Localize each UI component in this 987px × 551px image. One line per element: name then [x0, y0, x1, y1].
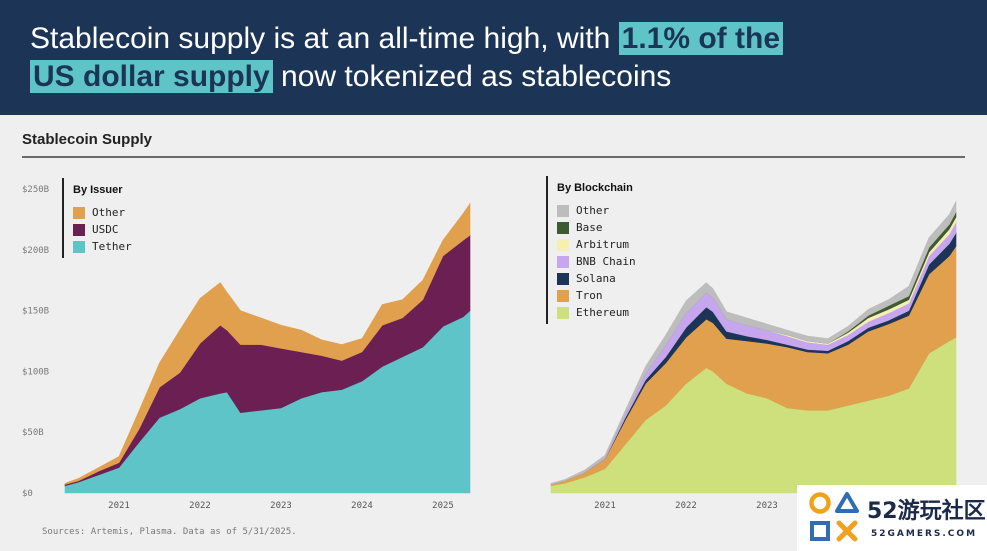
y-tick-label: $250B — [22, 185, 49, 195]
legend-item-solana: Solana — [557, 270, 636, 287]
legend-swatch — [557, 255, 569, 268]
x-tick-label: 2021 — [594, 501, 616, 511]
legend-title: By Issuer — [73, 184, 123, 196]
legend-swatch — [557, 221, 569, 234]
legend-items: Other USDC Tether — [73, 204, 132, 255]
legend-item-arbitrum: Arbitrum — [557, 236, 636, 253]
x-tick-label: 2023 — [270, 501, 292, 511]
legend-item-other: Other — [557, 202, 636, 219]
legend-label: Tether — [92, 240, 132, 253]
legend-item-ethereum: Ethereum — [557, 304, 636, 321]
y-tick-label: $200B — [22, 246, 49, 256]
legend-label: Arbitrum — [576, 238, 629, 251]
legend-swatch — [73, 223, 85, 236]
legend-swatch — [557, 289, 569, 302]
legend-label: Base — [576, 221, 603, 234]
legend-label: Tron — [576, 289, 603, 302]
x-tick-label: 2021 — [108, 501, 130, 511]
headline-line-1: Stablecoin supply is at an all-time high… — [30, 20, 784, 58]
y-tick-label: $0 — [22, 489, 33, 499]
legend-by-blockchain: By Blockchain Other Base Arbitrum BNB Chain… — [546, 176, 636, 324]
x-tick-label: 2023 — [756, 501, 778, 511]
legend-item-usdc: USDC — [73, 221, 132, 238]
legend-label: USDC — [92, 223, 119, 236]
legend-label: Solana — [576, 272, 616, 285]
legend-item-tether: Tether — [73, 238, 132, 255]
y-tick-label: $150B — [22, 307, 49, 317]
headline-text: Stablecoin supply is at an all-time high… — [30, 22, 619, 55]
header-banner: Stablecoin supply is at an all-time high… — [0, 0, 987, 115]
legend-swatch — [73, 240, 85, 253]
area-other — [550, 201, 957, 485]
x-tick-label: 2024 — [351, 501, 373, 511]
watermark-brand: 52游玩社区 — [867, 499, 986, 524]
y-tick-label: $50B — [22, 428, 44, 438]
area-other — [64, 202, 471, 485]
section-divider — [22, 156, 965, 158]
legend-label: Other — [92, 206, 126, 219]
legend-item-base: Base — [557, 219, 636, 236]
x-tick-label: 2025 — [432, 501, 454, 511]
legend-swatch — [73, 206, 85, 219]
legend-swatch — [557, 238, 569, 251]
legend-item-other: Other — [73, 204, 132, 221]
legend-items: Other Base Arbitrum BNB Chain Solana Tron Ethe… — [557, 202, 636, 321]
watermark-logo: 52游玩社区 52GAMERS.COM — [797, 485, 987, 551]
headline-text: now tokenized as stablecoins — [272, 60, 672, 93]
x-tick-label: 2022 — [189, 501, 211, 511]
legend-item-bnb-chain: BNB Chain — [557, 253, 636, 270]
x-tick-label: 2022 — [675, 501, 697, 511]
legend-swatch — [557, 204, 569, 217]
chart-by-issuer: $0 $50B $100B $150B $200B $250B 2021 2022 2023 20… — [22, 185, 471, 511]
sources-note: Sources: Artemis, Plasma. Data as of 5/3… — [42, 527, 297, 537]
legend-by-issuer: By Issuer Other USDC Tether — [62, 178, 132, 258]
legend-label: Ethereum — [576, 306, 629, 319]
headline-highlight: US dollar supply — [30, 60, 273, 93]
legend-swatch — [557, 272, 569, 285]
headline-highlight: 1.1% of the — [618, 22, 784, 55]
section-title: Stablecoin Supply — [22, 131, 153, 148]
y-tick-label: $100B — [22, 367, 49, 377]
legend-title: By Blockchain — [557, 182, 633, 194]
legend-label: Other — [576, 204, 610, 217]
chart-by-blockchain: 2021 2022 2023 — [550, 201, 957, 511]
logo-icon — [809, 492, 859, 542]
watermark-url: 52GAMERS.COM — [871, 529, 978, 539]
headline-line-2: US dollar supply now tokenized as stable… — [30, 58, 671, 96]
legend-item-tron: Tron — [557, 287, 636, 304]
legend-label: BNB Chain — [576, 255, 636, 268]
legend-swatch — [557, 306, 569, 319]
